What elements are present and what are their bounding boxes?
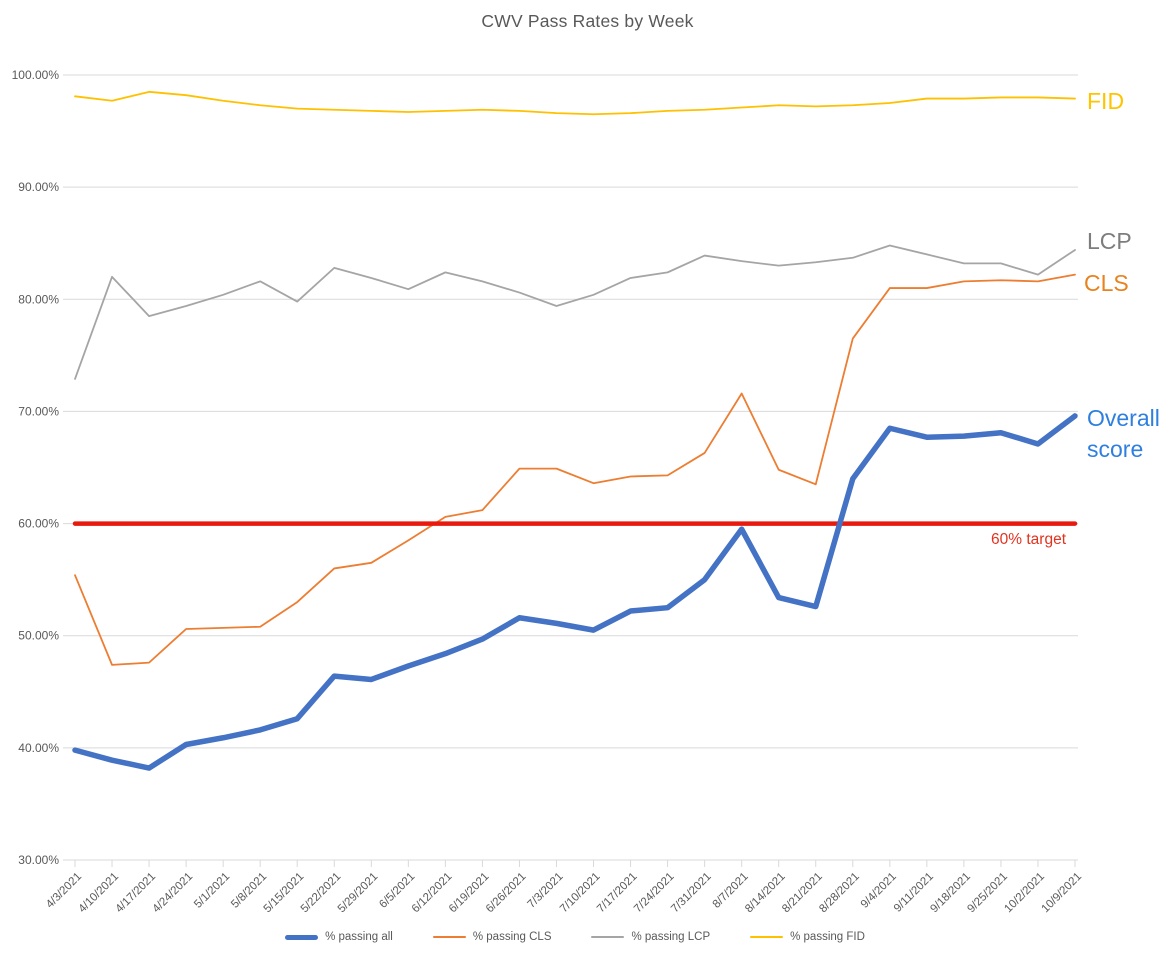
legend-label: % passing all	[325, 931, 393, 943]
chart-title: CWV Pass Rates by Week	[481, 11, 694, 31]
x-tick-label: 8/28/2021	[817, 871, 862, 916]
x-tick-label: 10/9/2021	[1039, 871, 1084, 916]
y-tick-label: 60.00%	[18, 517, 59, 531]
legend-item--passing-CLS: % passing CLS	[432, 931, 552, 943]
legend-label: % passing FID	[790, 931, 865, 943]
cls-series-label: CLS	[1084, 270, 1129, 296]
y-tick-label: 80.00%	[18, 292, 59, 306]
x-tick-label: 5/29/2021	[336, 871, 381, 916]
series-line--passing-CLS	[74, 273, 1076, 666]
legend-swatch	[750, 936, 784, 938]
y-tick-label: 90.00%	[18, 180, 59, 194]
legend-label: % passing LCP	[631, 931, 711, 943]
x-tick-label: 6/26/2021	[484, 871, 529, 916]
legend-item--passing-all: % passing all	[285, 931, 393, 943]
chart-legend: % passing all % passing CLS % passing LCP%…	[75, 931, 1075, 943]
fid-series-label: FID	[1087, 88, 1125, 114]
x-tick-label: 4/24/2021	[151, 871, 196, 916]
x-tick-label: 5/1/2021	[192, 871, 232, 911]
series-line--passing-LCP	[74, 244, 1076, 380]
y-tick-label: 50.00%	[18, 629, 59, 643]
series-line--passing-all	[72, 413, 1078, 771]
x-tick-label: 7/31/2021	[669, 871, 714, 916]
legend-item--passing-FID: % passing FID	[750, 931, 865, 943]
series-line--passing-FID	[74, 90, 1076, 116]
y-tick-label: 70.00%	[18, 404, 59, 418]
overall-score-label: Overall score	[1087, 405, 1160, 463]
target-line-label: 60% target	[991, 531, 1066, 548]
legend-swatch	[285, 934, 319, 940]
y-tick-label: 100.00%	[12, 68, 60, 82]
y-tick-label: 30.00%	[18, 853, 59, 867]
legend-label: % passing CLS	[472, 931, 552, 943]
legend-swatch	[432, 936, 466, 938]
legend-swatch	[591, 936, 625, 938]
lcp-series-label: LCP	[1087, 228, 1132, 254]
y-tick-label: 40.00%	[18, 741, 59, 755]
legend-item--passing-LCP: % passing LCP	[591, 931, 710, 943]
